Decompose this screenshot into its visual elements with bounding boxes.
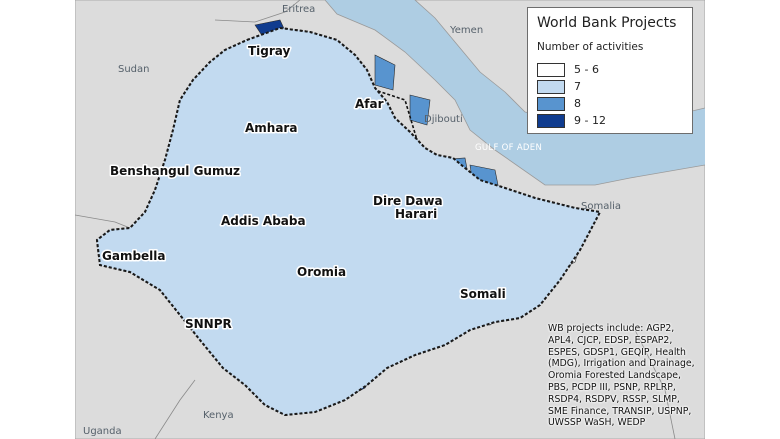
legend-subtitle: Number of activities bbox=[537, 41, 644, 53]
projects-note: WB projects include: AGP2, APL4, CJCP, E… bbox=[548, 323, 695, 429]
country-label-uganda: Uganda bbox=[83, 426, 122, 437]
legend-swatch bbox=[537, 97, 565, 111]
legend-label: 8 bbox=[574, 97, 581, 110]
region-label-benshangul-gumuz: Benshangul Gumuz bbox=[110, 164, 240, 178]
country-label-kenya: Kenya bbox=[203, 410, 234, 421]
legend-swatch bbox=[537, 114, 565, 128]
region-label-gambella: Gambella bbox=[102, 249, 166, 263]
district-medium bbox=[409, 94, 431, 126]
region-label-oromia: Oromia bbox=[297, 265, 346, 279]
region-label-afar: Afar bbox=[355, 97, 384, 111]
region-label-snnpr: SNNPR bbox=[185, 317, 232, 331]
country-label-eritrea: Eritrea bbox=[282, 4, 315, 15]
border-uganda-kenya bbox=[154, 379, 196, 439]
country-label-djibouti: Djibouti bbox=[424, 114, 463, 125]
district-medium bbox=[374, 54, 396, 91]
country-label-sudan: Sudan bbox=[118, 64, 150, 75]
country-label-yemen: Yemen bbox=[449, 25, 483, 36]
legend-label: 5 - 6 bbox=[574, 63, 599, 76]
border-eritrea-sudan bbox=[214, 0, 301, 23]
region-label-somali: Somali bbox=[460, 287, 506, 301]
legend: World Bank Projects Number of activities… bbox=[527, 7, 693, 134]
country-label-somalia: Somalia bbox=[581, 201, 621, 212]
region-label-tigray: Tigray bbox=[248, 44, 291, 58]
legend-label: 9 - 12 bbox=[574, 114, 606, 127]
legend-swatch bbox=[537, 80, 565, 94]
region-label-amhara: Amhara bbox=[245, 121, 297, 135]
legend-label: 7 bbox=[574, 80, 581, 93]
border-somalia-kenya bbox=[634, 329, 676, 439]
sea-label-gulf-of-aden: GULF OF ADEN bbox=[475, 143, 542, 153]
legend-title: World Bank Projects bbox=[537, 15, 677, 31]
region-label-dire-dawa: Dire Dawa bbox=[373, 194, 443, 208]
region-label-harari: Harari bbox=[395, 207, 437, 221]
legend-swatch bbox=[537, 63, 565, 77]
map-frame: Eritrea Yemen Sudan Djibouti Somalia Uga… bbox=[75, 0, 705, 439]
region-label-addis-ababa: Addis Ababa bbox=[221, 214, 306, 228]
